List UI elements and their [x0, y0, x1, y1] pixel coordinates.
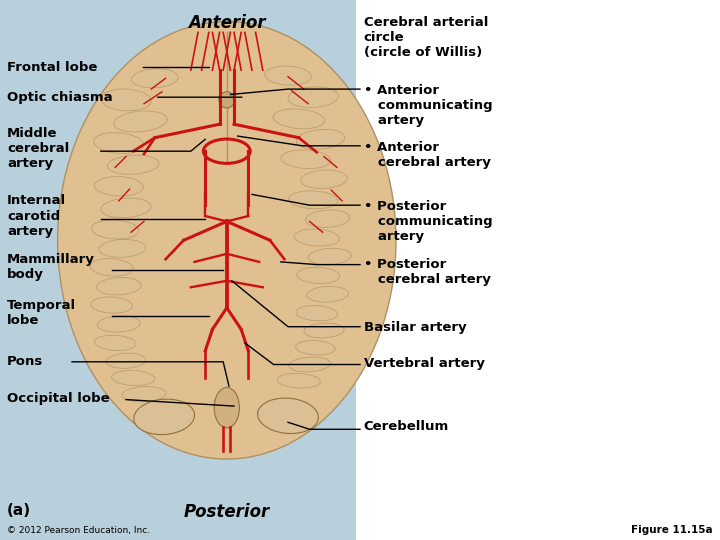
Ellipse shape — [219, 92, 235, 108]
Text: © 2012 Pearson Education, Inc.: © 2012 Pearson Education, Inc. — [7, 526, 150, 535]
Ellipse shape — [281, 150, 331, 168]
Ellipse shape — [296, 130, 345, 149]
Text: Occipital lobe: Occipital lobe — [7, 392, 110, 405]
Text: Temporal
lobe: Temporal lobe — [7, 299, 76, 327]
Ellipse shape — [58, 22, 396, 459]
Ellipse shape — [91, 220, 139, 239]
Ellipse shape — [296, 306, 338, 321]
Ellipse shape — [301, 170, 347, 188]
Ellipse shape — [297, 267, 340, 284]
Text: • Posterior
   communicating
   artery: • Posterior communicating artery — [364, 200, 492, 243]
Ellipse shape — [258, 398, 318, 434]
Text: • Posterior
   cerebral artery: • Posterior cerebral artery — [364, 258, 490, 286]
Text: • Anterior
   cerebral artery: • Anterior cerebral artery — [364, 141, 490, 170]
Ellipse shape — [289, 357, 330, 372]
Ellipse shape — [90, 259, 133, 276]
Text: Cerebellum: Cerebellum — [364, 420, 449, 433]
Ellipse shape — [296, 340, 335, 355]
Ellipse shape — [97, 316, 140, 332]
Text: Vertebral artery: Vertebral artery — [364, 357, 485, 370]
Ellipse shape — [107, 155, 159, 174]
Ellipse shape — [307, 286, 348, 302]
Text: • Anterior
   communicating
   artery: • Anterior communicating artery — [364, 84, 492, 127]
Ellipse shape — [112, 370, 155, 386]
Ellipse shape — [305, 210, 350, 227]
Ellipse shape — [132, 69, 178, 88]
Ellipse shape — [99, 239, 145, 258]
Ellipse shape — [101, 198, 151, 218]
Ellipse shape — [273, 109, 325, 129]
Text: Figure 11.15a: Figure 11.15a — [631, 525, 713, 535]
Ellipse shape — [96, 278, 141, 295]
Text: Posterior: Posterior — [184, 503, 270, 521]
Ellipse shape — [289, 191, 338, 209]
Ellipse shape — [114, 111, 167, 132]
Ellipse shape — [304, 323, 344, 338]
Ellipse shape — [94, 335, 136, 350]
Ellipse shape — [288, 87, 338, 107]
Ellipse shape — [94, 133, 144, 153]
Text: Cerebral arterial
circle
(circle of Willis): Cerebral arterial circle (circle of Will… — [364, 16, 488, 59]
Text: Frontal lobe: Frontal lobe — [7, 61, 98, 74]
Bar — [356, 0, 720, 540]
Ellipse shape — [215, 388, 239, 428]
Text: Pons: Pons — [7, 355, 43, 368]
Text: Basilar artery: Basilar artery — [364, 321, 467, 334]
Text: Optic chiasma: Optic chiasma — [7, 91, 113, 104]
Ellipse shape — [134, 399, 194, 435]
Text: (a): (a) — [7, 503, 32, 518]
Ellipse shape — [107, 353, 145, 368]
Text: Middle
cerebral
artery: Middle cerebral artery — [7, 127, 69, 170]
Text: Mammillary
body: Mammillary body — [7, 253, 95, 281]
Ellipse shape — [265, 66, 311, 85]
Ellipse shape — [94, 177, 143, 196]
Ellipse shape — [91, 297, 132, 313]
Ellipse shape — [101, 89, 151, 111]
Text: Internal
carotid
artery: Internal carotid artery — [7, 194, 66, 238]
Ellipse shape — [277, 373, 320, 388]
Ellipse shape — [122, 387, 166, 402]
Ellipse shape — [294, 229, 339, 246]
Text: Anterior: Anterior — [188, 14, 266, 31]
Ellipse shape — [308, 248, 351, 265]
